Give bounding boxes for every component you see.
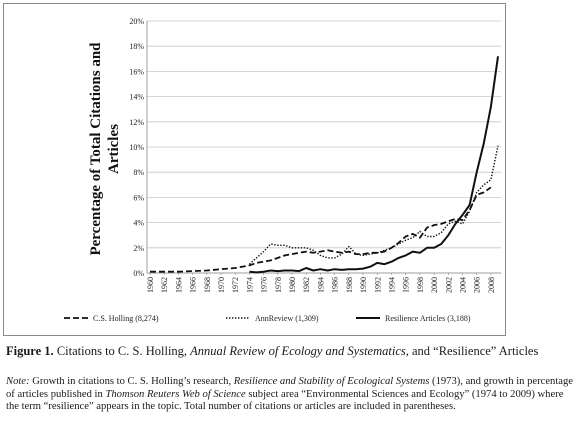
caption-text-2: and “Resilience” Articles — [408, 344, 539, 358]
x-tick-label: 1976 — [260, 277, 269, 293]
series-line-dashed — [150, 186, 492, 273]
y-tick-label: 12% — [129, 118, 144, 127]
x-tick-label: 1968 — [203, 277, 212, 293]
note-book-title: Resilience and Stability of Ecological S… — [233, 376, 430, 387]
figure-number: Figure 1. — [6, 344, 54, 358]
x-tick-label: 1988 — [345, 277, 354, 293]
figure-frame: 0% 2% 4% 6% 8% 10% 12% 14% 16% 18% 20% 1960 1962 1964… — [3, 3, 506, 336]
x-tick-label: 2002 — [444, 277, 453, 293]
x-tick-label: 1994 — [387, 277, 396, 293]
x-tick-label: 1970 — [217, 277, 226, 293]
y-tick-label: 10% — [129, 143, 144, 152]
x-tick-label: 1972 — [231, 277, 240, 293]
x-tick-label: 1984 — [316, 277, 325, 293]
note-text-1: Growth in citations to C. S. Holling’s r… — [29, 376, 234, 387]
x-tick-label: 2004 — [458, 277, 467, 293]
y-tick-label: 16% — [129, 67, 144, 76]
y-tick-label: 0% — [133, 269, 144, 278]
x-tick-label: 1966 — [189, 277, 198, 293]
x-tick-label: 1980 — [288, 277, 297, 293]
note-text-3: subject area “Environmental Sciences and… — [6, 388, 564, 413]
y-axis-label: Percentage of Total Citations and Article… — [88, 42, 122, 256]
series-line-solid — [249, 56, 499, 274]
x-tick-label: 1998 — [416, 277, 425, 293]
note-label: Note: — [6, 376, 30, 387]
legend: C.S. Holling (8,274) AnnReview (1,309) Res… — [64, 314, 471, 323]
legend-label: AnnReview (1,309) — [255, 314, 319, 323]
legend-label: C.S. Holling (8,274) — [93, 314, 159, 323]
y-tick-label: 2% — [133, 244, 144, 253]
note-database-name: Thomson Reuters Web of Science — [105, 388, 246, 400]
x-tick-label: 1964 — [174, 277, 183, 293]
caption-text-1: Citations to C. S. Holling, — [53, 344, 191, 358]
y-tick-label: 18% — [129, 42, 144, 51]
y-tick-label: 20% — [129, 17, 144, 26]
x-tick-label: 1982 — [302, 277, 311, 293]
x-tick-label: 2000 — [430, 277, 439, 293]
x-tick-label: 1960 — [146, 277, 155, 293]
x-tick-label: 1974 — [245, 277, 254, 293]
caption-journal-title: Annual Review of Ecology and Systematics… — [190, 344, 409, 358]
x-tick-label: 1992 — [373, 277, 382, 293]
y-tick-label: 14% — [129, 93, 144, 102]
note-text-2: (1973), and growth in percentage of arti… — [6, 376, 573, 400]
y-tick-label: 8% — [133, 168, 144, 177]
legend-label: Resilience Articles (3,188) — [385, 314, 471, 323]
x-tick-label: 1996 — [402, 277, 411, 293]
y-tick-label: 6% — [133, 193, 144, 202]
figure-caption: Figure 1. Citations to C. S. Holling, An… — [6, 344, 574, 359]
figure-note: Note: Growth in citations to C. S. Holli… — [6, 376, 574, 414]
x-tick-label: 2008 — [487, 277, 496, 293]
x-tick-label: 2006 — [473, 277, 482, 293]
series-line-dotted — [248, 145, 499, 265]
x-tick-label: 1978 — [274, 277, 283, 293]
grid-lines — [147, 20, 501, 274]
y-axis-label-line: Articles — [106, 124, 122, 174]
x-tick-label: 1986 — [331, 277, 340, 293]
y-axis-label-line: Percentage of Total Citations and — [88, 42, 104, 256]
x-tick-label: 1990 — [359, 277, 368, 293]
series-lines — [150, 56, 499, 274]
line-chart: 0% 2% 4% 6% 8% 10% 12% 14% 16% 18% 20% 1960 1962 1964… — [64, 17, 501, 323]
y-tick-label: 4% — [133, 219, 144, 228]
x-tick-label: 1962 — [160, 277, 169, 293]
axes: 0% 2% 4% 6% 8% 10% 12% 14% 16% 18% 20% 1960 1962 1964… — [129, 17, 501, 293]
